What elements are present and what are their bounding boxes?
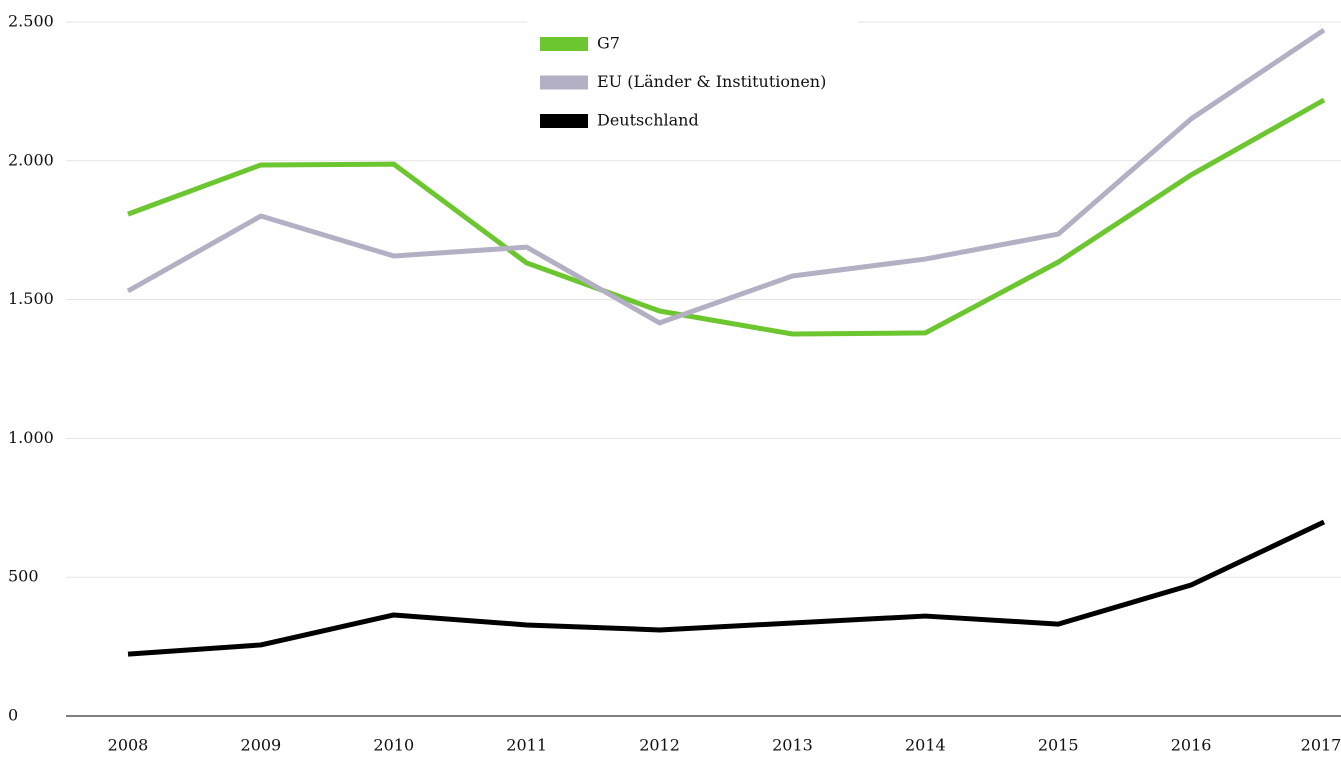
y-tick-label: 2.500 bbox=[8, 12, 54, 31]
y-tick-label: 2.000 bbox=[8, 150, 54, 169]
legend-swatch bbox=[540, 37, 588, 51]
x-tick-label: 2008 bbox=[108, 736, 149, 755]
series-line bbox=[127, 519, 1326, 657]
x-tick-label: 2009 bbox=[241, 736, 282, 755]
legend-swatch bbox=[540, 75, 588, 90]
x-tick-label: 2013 bbox=[772, 736, 813, 755]
x-tick-label: 2014 bbox=[905, 736, 946, 755]
x-tick-label: 2016 bbox=[1171, 736, 1212, 755]
x-tick-label: 2012 bbox=[639, 736, 680, 755]
series-line bbox=[127, 97, 1326, 337]
y-tick-label: 1.500 bbox=[8, 289, 54, 308]
x-tick-label: 2015 bbox=[1038, 736, 1079, 755]
series-line bbox=[126, 27, 1326, 326]
legend-label: Deutschland bbox=[597, 111, 699, 130]
y-tick-label: 500 bbox=[8, 567, 39, 586]
legend-label: G7 bbox=[597, 34, 620, 53]
x-tick-label: 2017 bbox=[1301, 736, 1341, 755]
y-tick-label: 0 bbox=[8, 706, 18, 725]
x-tick-label: 2010 bbox=[373, 736, 414, 755]
y-tick-label: 1.000 bbox=[8, 428, 54, 447]
legend-label: EU (Länder & Institutionen) bbox=[597, 72, 826, 91]
legend-swatch bbox=[540, 114, 588, 128]
x-tick-label: 2011 bbox=[506, 736, 547, 755]
